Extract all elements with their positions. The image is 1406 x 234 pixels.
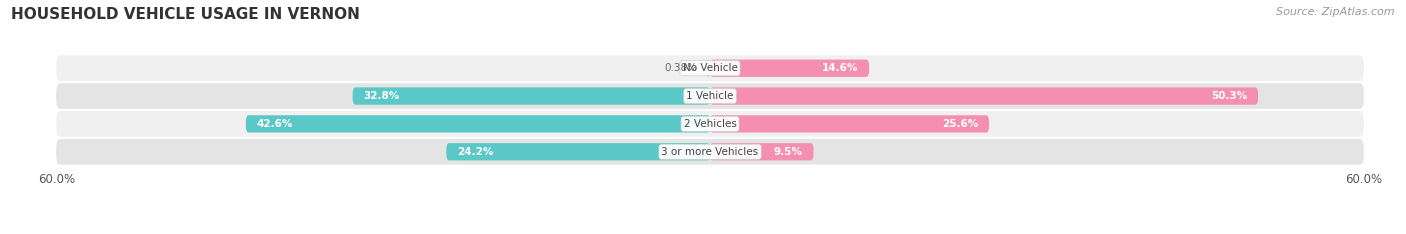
FancyBboxPatch shape (446, 143, 710, 160)
FancyBboxPatch shape (56, 55, 1364, 81)
FancyBboxPatch shape (710, 60, 869, 77)
Text: Source: ZipAtlas.com: Source: ZipAtlas.com (1277, 7, 1395, 17)
Text: HOUSEHOLD VEHICLE USAGE IN VERNON: HOUSEHOLD VEHICLE USAGE IN VERNON (11, 7, 360, 22)
FancyBboxPatch shape (246, 115, 710, 132)
Text: 14.6%: 14.6% (823, 63, 858, 73)
FancyBboxPatch shape (710, 88, 1258, 105)
Text: 50.3%: 50.3% (1211, 91, 1247, 101)
FancyBboxPatch shape (353, 88, 710, 105)
Text: 24.2%: 24.2% (457, 147, 494, 157)
FancyBboxPatch shape (56, 139, 1364, 165)
FancyBboxPatch shape (706, 60, 710, 77)
FancyBboxPatch shape (56, 111, 1364, 137)
Text: 0.38%: 0.38% (664, 63, 697, 73)
Text: 9.5%: 9.5% (773, 147, 803, 157)
Text: 3 or more Vehicles: 3 or more Vehicles (661, 147, 759, 157)
Text: No Vehicle: No Vehicle (682, 63, 738, 73)
Text: 32.8%: 32.8% (364, 91, 399, 101)
Text: 2 Vehicles: 2 Vehicles (683, 119, 737, 129)
FancyBboxPatch shape (710, 115, 988, 132)
FancyBboxPatch shape (56, 83, 1364, 109)
Text: 42.6%: 42.6% (257, 119, 292, 129)
Text: 25.6%: 25.6% (942, 119, 979, 129)
FancyBboxPatch shape (710, 143, 814, 160)
Text: 1 Vehicle: 1 Vehicle (686, 91, 734, 101)
